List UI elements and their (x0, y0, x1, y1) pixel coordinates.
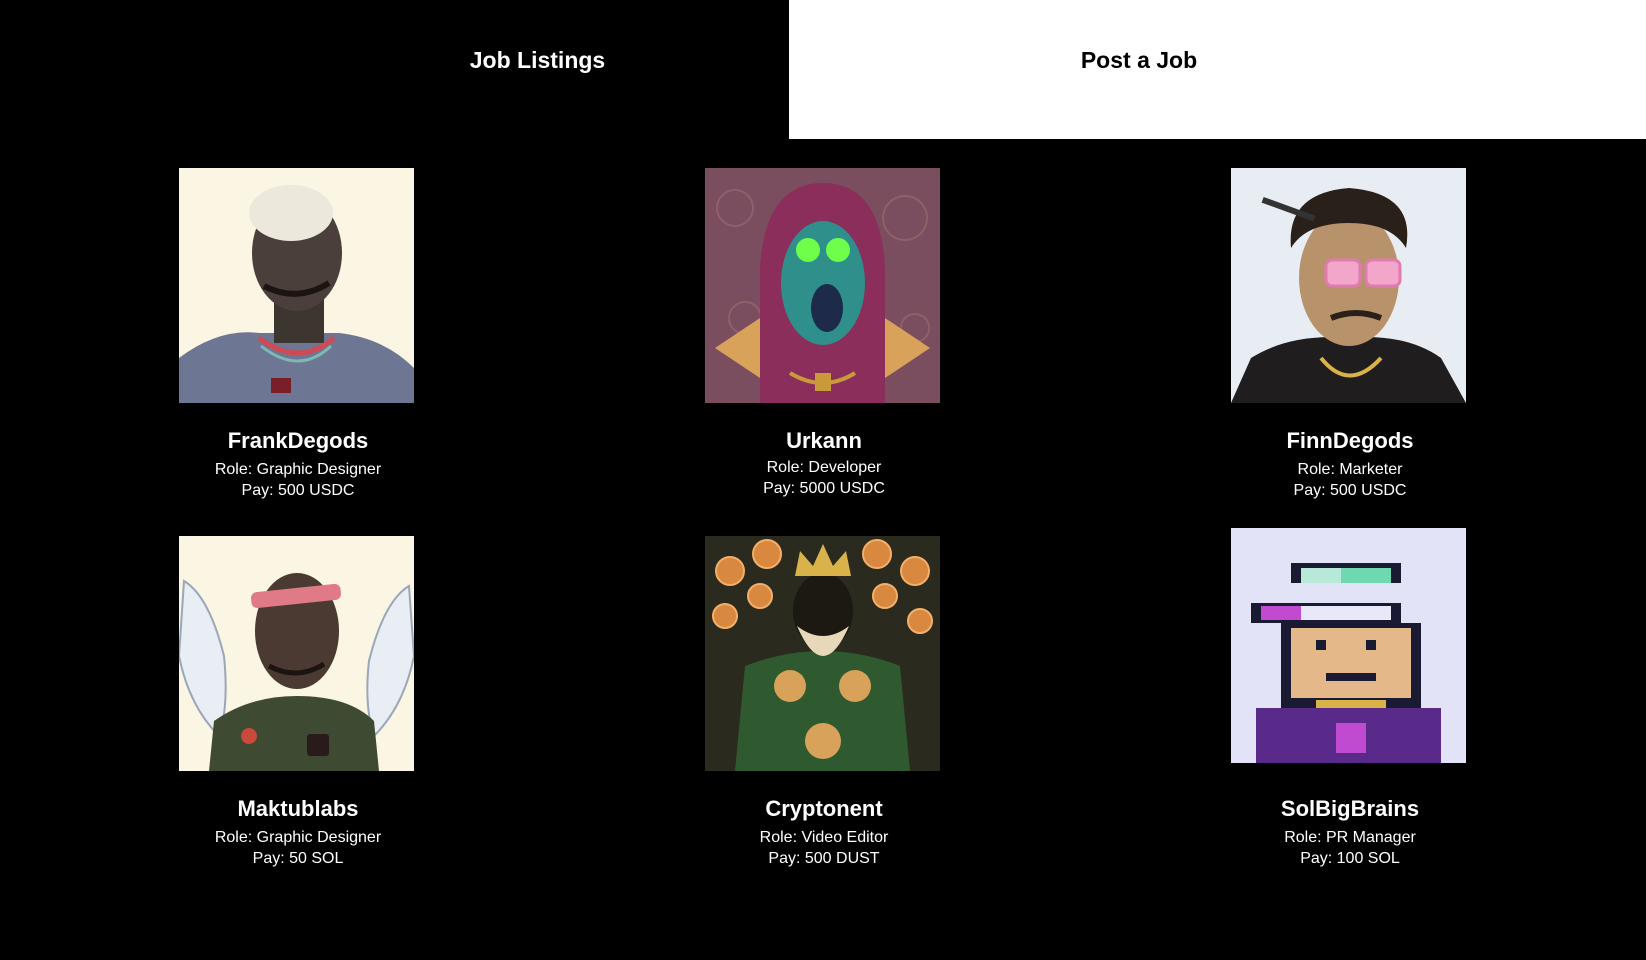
job-card[interactable]: Maktublabs Role: Graphic Designer Pay: 5… (138, 536, 458, 886)
listing-pay: Pay: 500 DUST (768, 850, 880, 867)
job-listings-grid: FrankDegods Role: Graphic Designer Pay: … (0, 139, 1646, 960)
job-card[interactable]: Urkann Role: Developer Pay: 5000 USDC (664, 168, 984, 518)
listing-name: FinnDegods (1286, 428, 1414, 453)
job-card[interactable]: Cryptonent Role: Video Editor Pay: 500 D… (664, 536, 984, 886)
listing-role: Role: Marketer (1297, 461, 1403, 478)
tab-job-listings[interactable]: Job Listings (0, 0, 789, 139)
listing-pay: Pay: 50 SOL (252, 850, 344, 867)
sunglasses-man-avatar-icon[interactable] (1231, 168, 1466, 403)
crowned-king-avatar-icon[interactable] (705, 536, 940, 771)
listing-name: FrankDegods (227, 428, 369, 453)
listing-pay: Pay: 5000 USDC (763, 480, 885, 497)
listing-name: Cryptonent (765, 796, 883, 821)
listing-pay: Pay: 500 USDC (241, 482, 355, 499)
job-card[interactable]: FrankDegods Role: Graphic Designer Pay: … (138, 168, 458, 518)
job-card[interactable]: FinnDegods Role: Marketer Pay: 500 USDC (1190, 168, 1510, 518)
listing-role: Role: Graphic Designer (214, 461, 382, 478)
listing-role: Role: Graphic Designer (214, 829, 382, 846)
listing-name: Urkann (786, 428, 862, 453)
hooded-alien-avatar-icon[interactable] (705, 168, 940, 403)
listing-role: Role: Developer (766, 459, 882, 476)
winged-man-avatar-icon[interactable] (179, 536, 414, 771)
listing-name: SolBigBrains (1280, 796, 1420, 821)
tab-bar: Job Listings Post a Job (0, 0, 1646, 139)
listing-role: Role: PR Manager (1284, 829, 1416, 846)
listing-role: Role: Video Editor (759, 829, 889, 846)
listing-name: Maktublabs (237, 796, 359, 821)
bearded-man-avatar-icon[interactable] (179, 168, 414, 403)
job-card[interactable]: SolBigBrains Role: PR Manager Pay: 100 S… (1190, 528, 1510, 886)
pixel-ape-avatar-icon[interactable] (1231, 528, 1466, 763)
listing-pay: Pay: 500 USDC (1293, 482, 1407, 499)
tab-post-a-job[interactable]: Post a Job (789, 0, 1646, 139)
listing-pay: Pay: 100 SOL (1300, 850, 1400, 867)
